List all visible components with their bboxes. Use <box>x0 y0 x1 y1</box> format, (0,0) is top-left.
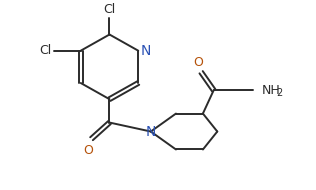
Text: O: O <box>193 56 204 69</box>
Text: N: N <box>146 125 156 139</box>
Text: NH: NH <box>262 84 281 97</box>
Text: Cl: Cl <box>103 3 116 16</box>
Text: Cl: Cl <box>39 44 51 57</box>
Text: 2: 2 <box>276 88 283 98</box>
Text: N: N <box>141 44 151 58</box>
Text: O: O <box>83 144 93 157</box>
